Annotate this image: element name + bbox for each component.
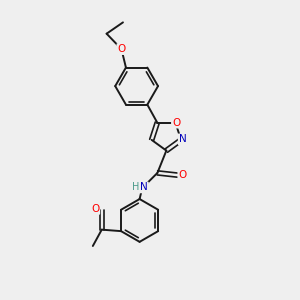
Text: O: O bbox=[91, 204, 99, 214]
Text: O: O bbox=[172, 118, 180, 128]
Text: O: O bbox=[117, 44, 126, 54]
Text: H: H bbox=[132, 182, 140, 192]
Text: N: N bbox=[179, 134, 186, 144]
Text: N: N bbox=[140, 182, 148, 193]
Text: O: O bbox=[178, 170, 187, 180]
